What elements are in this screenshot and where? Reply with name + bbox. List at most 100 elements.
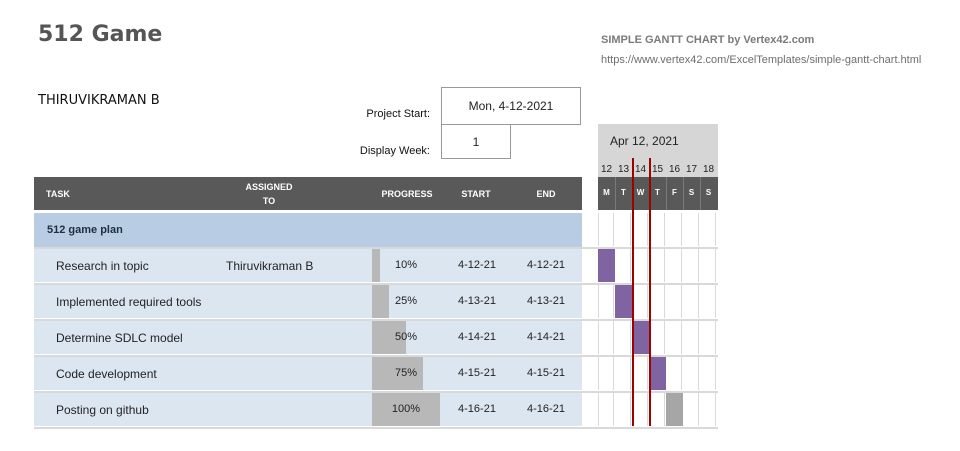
project-owner: THIRUVIKRAMAN B [38, 93, 160, 108]
gantt-cell [598, 321, 614, 354]
gantt-cell [598, 393, 614, 426]
progress-bar [372, 249, 380, 282]
row-divider [34, 247, 718, 249]
display-week-label: Display Week: [359, 145, 430, 157]
project-start-label: Project Start: [366, 108, 430, 120]
table-row[interactable] [34, 357, 582, 390]
gantt-cell [615, 321, 631, 354]
gantt-bar[interactable] [649, 357, 666, 390]
task-start: 4-14-21 [458, 331, 496, 343]
header-separator [615, 177, 616, 210]
task-progress: 25% [394, 295, 418, 307]
task-name: Implemented required tools [56, 295, 202, 309]
gantt-cell [598, 357, 614, 390]
col-task: TASK [46, 189, 70, 199]
day-number: 15 [651, 164, 664, 175]
table-row[interactable] [34, 393, 582, 426]
gantt-cell [632, 393, 648, 426]
template-url-link[interactable]: https://www.vertex42.com/ExcelTemplates/… [601, 54, 922, 66]
gantt-cell [666, 321, 682, 354]
gantt-cell [615, 213, 631, 246]
week-date: Apr 12, 2021 [610, 134, 679, 148]
progress-bar [372, 357, 423, 390]
day-letter: F [672, 188, 677, 197]
header-separator [683, 177, 684, 210]
gantt-cell [649, 249, 665, 282]
day-number: 12 [600, 164, 613, 175]
day-number: 16 [668, 164, 681, 175]
gantt-cell [666, 213, 682, 246]
phase-row[interactable] [34, 213, 582, 247]
row-divider [34, 283, 718, 285]
gantt-cell [649, 213, 665, 246]
gantt-cell [598, 285, 614, 318]
col-start: START [461, 189, 491, 199]
gantt-cell [700, 321, 716, 354]
table-row[interactable] [34, 249, 582, 282]
task-end: 4-15-21 [527, 367, 565, 379]
task-progress: 50% [394, 331, 418, 343]
task-end: 4-13-21 [527, 295, 565, 307]
header-separator [700, 177, 701, 210]
gantt-bar[interactable] [666, 393, 683, 426]
day-number: 17 [685, 164, 698, 175]
gantt-cell [700, 249, 716, 282]
gantt-cell [666, 357, 682, 390]
col-end: END [536, 189, 556, 199]
task-start: 4-16-21 [458, 403, 496, 415]
gantt-cell [649, 393, 665, 426]
task-progress: 100% [391, 403, 421, 415]
table-row[interactable] [34, 321, 582, 354]
task-name: Research in topic [56, 259, 149, 273]
col-assigned-to: TO [262, 196, 276, 206]
gantt-cell [683, 357, 699, 390]
gantt-bar[interactable] [632, 321, 649, 354]
gantt-cell [683, 285, 699, 318]
gantt-cell [700, 357, 716, 390]
display-week-field[interactable]: 1 [441, 124, 511, 159]
project-start-field[interactable]: Mon, 4-12-2021 [441, 87, 581, 125]
day-number: 14 [634, 164, 647, 175]
row-divider [34, 391, 718, 393]
gantt-cell [615, 357, 631, 390]
gantt-cell [683, 213, 699, 246]
today-marker-line [632, 158, 634, 426]
gantt-cell [632, 249, 648, 282]
gantt-bar[interactable] [615, 285, 632, 318]
gantt-cell [632, 357, 648, 390]
gantt-cell [700, 285, 716, 318]
day-letter: T [621, 188, 626, 197]
task-start: 4-13-21 [458, 295, 496, 307]
task-progress: 10% [394, 259, 418, 271]
row-divider [34, 319, 718, 321]
gantt-cell [700, 213, 716, 246]
day-number: 13 [617, 164, 630, 175]
gantt-bar[interactable] [598, 249, 615, 282]
gantt-cell [615, 393, 631, 426]
task-assignee: Thiruvikraman B [226, 259, 314, 273]
progress-bar [372, 285, 389, 318]
day-number: 18 [702, 164, 715, 175]
progress-bar [372, 393, 440, 426]
task-start: 4-12-21 [458, 259, 496, 271]
day-letter-header [598, 177, 718, 210]
day-letter: M [603, 188, 610, 197]
task-name: Determine SDLC model [56, 331, 183, 345]
table-row[interactable] [34, 285, 582, 318]
day-letter: T [655, 188, 660, 197]
task-end: 4-12-21 [527, 259, 565, 271]
header-separator [666, 177, 667, 210]
gantt-cell [649, 321, 665, 354]
task-name: Posting on github [56, 403, 149, 417]
week-header [598, 124, 718, 177]
task-end: 4-16-21 [527, 403, 565, 415]
gantt-cell [632, 285, 648, 318]
gantt-cell [683, 393, 699, 426]
col-progress: PROGRESS [381, 189, 433, 199]
gantt-cell [700, 393, 716, 426]
gantt-cell [598, 213, 614, 246]
gantt-cell [632, 213, 648, 246]
row-divider [34, 355, 718, 357]
gantt-cell [649, 285, 665, 318]
today-marker-line [649, 158, 651, 426]
